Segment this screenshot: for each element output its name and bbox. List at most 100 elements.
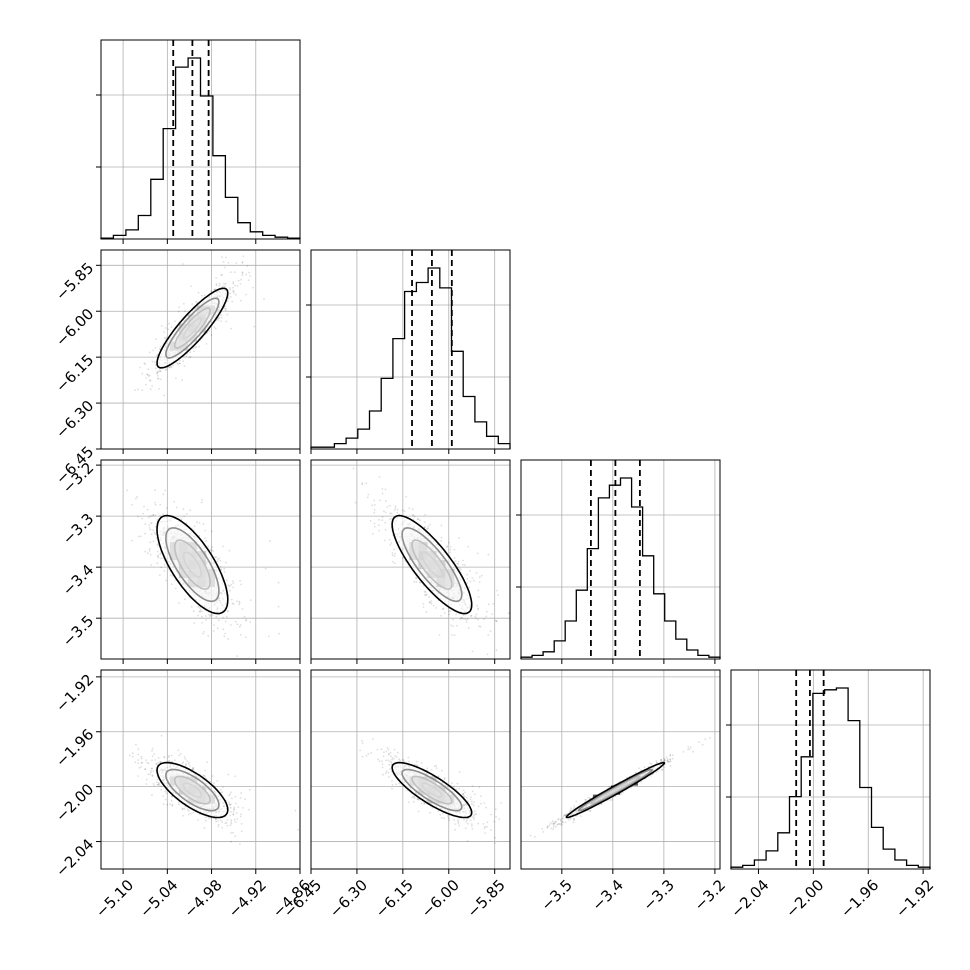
sample-point <box>156 354 159 357</box>
sample-point <box>205 816 207 819</box>
sample-point <box>224 309 227 312</box>
sample-point <box>423 802 426 805</box>
sample-point <box>469 798 472 801</box>
sample-point <box>210 530 213 533</box>
sample-point <box>240 830 243 833</box>
sample-point <box>187 813 190 816</box>
sample-point <box>424 591 427 593</box>
sample-point <box>498 818 501 820</box>
sample-point <box>212 550 215 553</box>
sample-point <box>164 489 167 492</box>
sample-point <box>388 538 391 541</box>
sample-point <box>385 770 388 773</box>
sample-point <box>208 613 211 616</box>
sample-point <box>665 756 668 759</box>
sample-point <box>458 771 461 773</box>
sample-point <box>554 822 556 825</box>
sample-point <box>163 331 166 333</box>
sample-point <box>393 757 395 760</box>
sample-point <box>277 605 280 608</box>
sample-point <box>573 806 576 809</box>
sample-point <box>486 653 489 656</box>
sample-point <box>245 293 248 296</box>
sample-point <box>225 615 228 618</box>
sample-point <box>412 514 415 517</box>
sample-point <box>440 524 443 527</box>
sample-point <box>221 256 223 258</box>
sample-point <box>210 817 213 820</box>
sample-point <box>201 294 203 297</box>
sample-point <box>478 581 481 584</box>
sample-point <box>184 758 187 760</box>
sample-point <box>159 761 161 763</box>
sample-point <box>373 508 376 511</box>
sample-point <box>215 277 218 279</box>
sample-point <box>216 627 219 630</box>
sample-point <box>388 753 390 756</box>
sample-point <box>439 813 442 816</box>
sample-point <box>229 288 232 291</box>
sample-point <box>417 798 420 801</box>
sample-point <box>126 489 128 492</box>
sample-point <box>361 483 364 486</box>
sample-point <box>156 371 159 374</box>
sample-point <box>411 508 414 511</box>
sample-point <box>247 279 250 281</box>
sample-point <box>229 589 232 592</box>
sample-point <box>236 600 238 603</box>
sample-point <box>152 513 155 516</box>
sample-point <box>224 620 227 623</box>
sample-point <box>381 763 384 765</box>
sample-point <box>469 570 471 572</box>
sample-point <box>226 824 229 827</box>
sample-point <box>154 347 157 349</box>
sample-point <box>704 738 707 740</box>
sample-point <box>154 489 157 492</box>
sample-point <box>207 545 209 548</box>
sample-point <box>211 546 214 549</box>
sample-point <box>233 806 236 809</box>
sample-point <box>373 525 376 528</box>
sample-point <box>381 766 384 769</box>
sample-point <box>231 797 233 800</box>
sample-point <box>191 303 194 305</box>
sample-point <box>137 775 140 777</box>
sample-point <box>232 603 235 605</box>
sample-point <box>403 510 406 513</box>
sample-point <box>638 767 640 770</box>
sample-point <box>565 813 567 816</box>
sample-point <box>483 618 485 620</box>
sample-point <box>573 805 575 807</box>
sample-point <box>148 374 151 377</box>
sample-point <box>150 564 153 566</box>
sample-point <box>473 801 476 803</box>
sample-point <box>249 275 252 277</box>
sample-point <box>430 768 433 771</box>
sample-point <box>198 345 200 348</box>
sample-point <box>490 829 492 831</box>
sample-point <box>413 763 416 766</box>
sample-point <box>440 539 443 542</box>
sample-point <box>151 794 153 797</box>
sample-point <box>474 615 477 618</box>
sample-point <box>389 760 391 763</box>
sample-point <box>269 540 271 543</box>
sample-point <box>443 817 445 820</box>
sample-point <box>193 622 196 624</box>
sample-point <box>277 581 280 584</box>
sample-point <box>188 763 190 765</box>
sample-point <box>156 544 159 547</box>
sample-point <box>384 528 387 531</box>
sample-point <box>387 759 390 762</box>
sample-point <box>622 791 624 794</box>
sample-point <box>179 752 182 755</box>
sample-point <box>164 327 167 329</box>
sample-point <box>209 549 212 551</box>
sample-point <box>492 603 495 605</box>
sample-point <box>402 760 405 763</box>
sample-point <box>241 608 244 610</box>
sample-point <box>415 760 418 763</box>
sample-point <box>192 811 195 814</box>
sample-point <box>378 476 381 478</box>
sample-point <box>485 615 488 618</box>
